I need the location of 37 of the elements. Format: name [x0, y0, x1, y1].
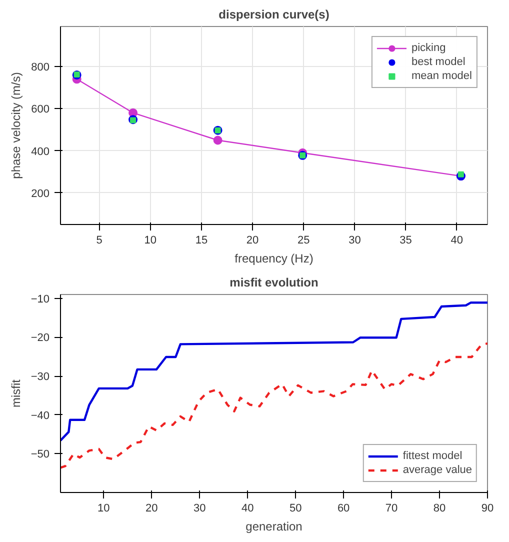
y-tick-label: −20: [30, 332, 50, 344]
x-tick-label: 50: [289, 502, 302, 514]
legend-label: average value: [402, 463, 472, 477]
legend-label: picking: [411, 41, 446, 55]
y-axis-title: misfit: [8, 378, 23, 408]
y-tick-label: −30: [30, 371, 50, 384]
x-tick-label: 60: [337, 502, 350, 514]
x-tick-label: 20: [146, 502, 158, 514]
x-tick-label: 10: [98, 502, 110, 514]
x-tick-label: 40: [450, 234, 463, 246]
legend-label: best model: [411, 55, 466, 69]
y-tick-label: −50: [30, 448, 50, 461]
x-tick-label: 90: [481, 502, 494, 514]
legend-label: mean model: [411, 69, 472, 83]
x-tick-label: 70: [385, 502, 398, 514]
x-tick-label: 10: [144, 234, 157, 246]
x-tick-label: 30: [194, 502, 206, 514]
x-tick-label: 35: [400, 234, 412, 246]
y-tick-label: 600: [31, 104, 50, 116]
legend-label: fittest model: [402, 449, 462, 463]
y-tick-label: 400: [31, 146, 50, 158]
chart-title: dispersion curve(s): [218, 8, 330, 22]
y-tick-label: −10: [30, 293, 50, 306]
x-tick-label: 15: [195, 234, 208, 246]
x-tick-label: 30: [348, 234, 361, 246]
x-tick-label: 25: [298, 234, 310, 246]
x-tick-label: 20: [246, 234, 259, 246]
y-tick-label: −40: [30, 410, 50, 422]
x-axis-title: generation: [246, 520, 302, 534]
x-tick-label: 80: [433, 502, 446, 514]
x-axis-title: frequency (Hz): [234, 252, 314, 266]
y-axis-title: phase velocity (m/s): [9, 72, 24, 179]
chart-title: misfit evolution: [230, 276, 318, 290]
x-tick-label: 5: [96, 234, 102, 246]
x-tick-label: 40: [241, 502, 254, 514]
y-tick-label: 200: [31, 188, 50, 200]
y-tick-label: 800: [31, 62, 50, 74]
